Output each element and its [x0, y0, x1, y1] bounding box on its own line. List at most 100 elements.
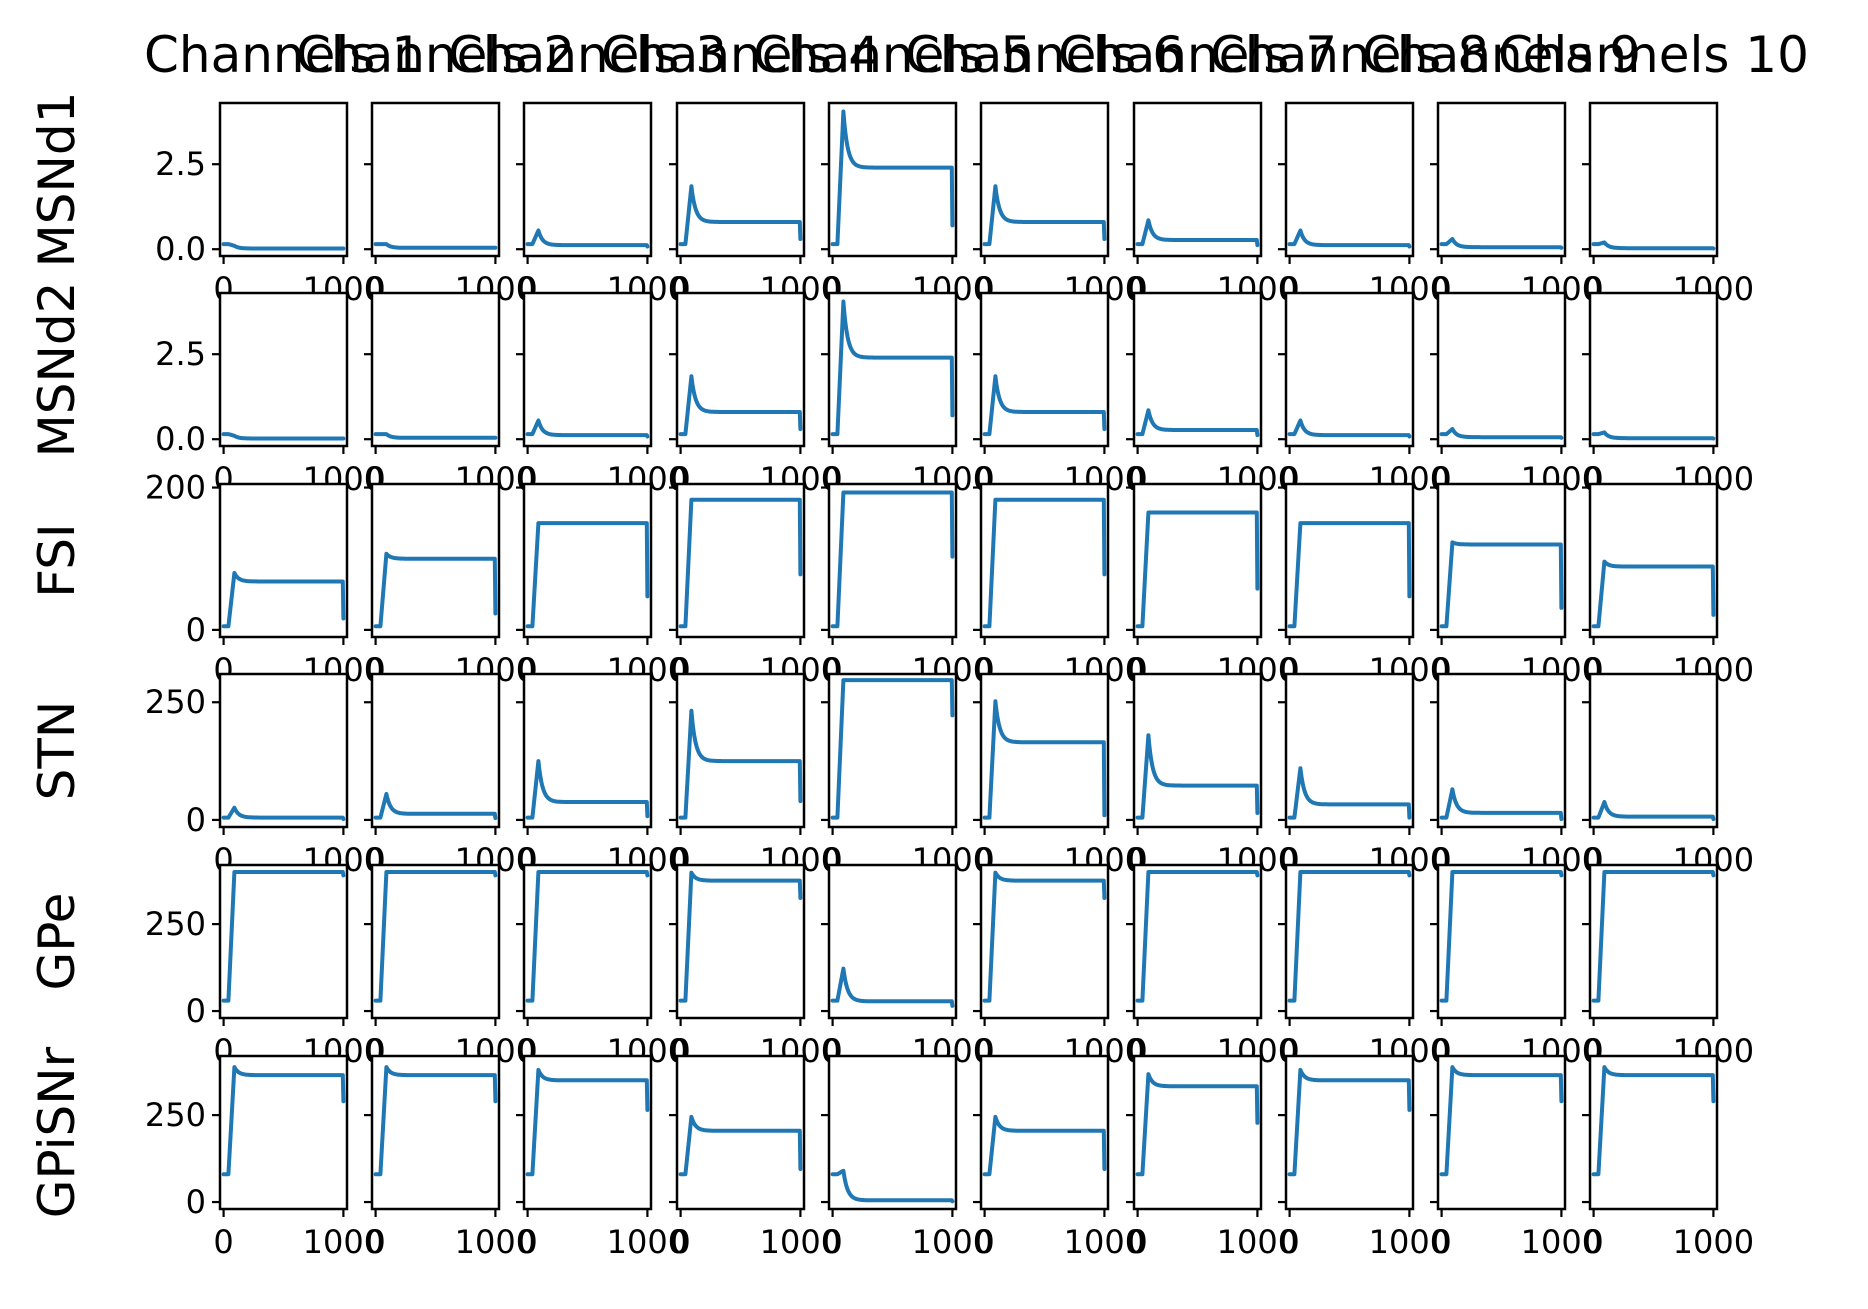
panel: 0 1000	[1278, 863, 1450, 1070]
panel-frame	[979, 482, 1110, 639]
series-line	[373, 551, 498, 629]
panel: 0 1000	[821, 863, 993, 1070]
series-line	[830, 490, 955, 629]
panel: 0 1000	[821, 672, 993, 879]
x-tick-label: 1000	[1369, 1223, 1450, 1261]
panel: 0 1000	[1582, 101, 1754, 308]
panel: 0 1000	[1126, 863, 1298, 1070]
panel-frame	[1436, 291, 1567, 448]
series-line	[1591, 430, 1716, 441]
panel-frame	[218, 863, 349, 1020]
panel: 0 1000	[516, 291, 688, 498]
panel: 0 1000	[516, 482, 688, 689]
series-line	[1287, 521, 1412, 629]
panel: 0 1000	[364, 482, 536, 689]
x-tick-label: 0	[1431, 1223, 1451, 1261]
panel: 0 1000	[821, 101, 993, 308]
series-line	[221, 432, 346, 441]
panel-frame	[1588, 482, 1719, 639]
panel-frame	[522, 291, 653, 448]
panel: 0 1000	[1278, 101, 1450, 308]
series-line	[1135, 218, 1260, 248]
panel-frame	[1588, 101, 1719, 258]
panel-frame	[1132, 482, 1263, 639]
series-line	[678, 497, 803, 629]
series-line	[1439, 787, 1564, 821]
panel-frame	[1132, 291, 1263, 448]
panel: 0 1000	[1582, 672, 1754, 879]
panel: 0 1000	[516, 1054, 688, 1261]
panel: 0 1000	[1278, 291, 1450, 498]
x-tick-label: 0	[213, 1223, 233, 1261]
series-line	[1591, 240, 1716, 251]
x-tick-label: 1000	[1064, 1223, 1145, 1261]
series-line	[982, 870, 1107, 1003]
panel-frame	[1132, 101, 1263, 258]
panel-frame	[1436, 1054, 1567, 1211]
panel: 0 1000	[516, 672, 688, 879]
y-tick-label: 0	[186, 611, 206, 649]
panel-frame	[1588, 291, 1719, 448]
x-tick-label: 0	[1583, 1223, 1603, 1261]
y-tick-label: 250	[145, 1096, 206, 1134]
series-line	[1287, 228, 1412, 249]
panel-frame	[1132, 863, 1263, 1020]
series-line	[373, 242, 498, 250]
column-title: Channels 8	[1210, 26, 1489, 84]
panel: 0 1000	[1126, 101, 1298, 308]
panel: 0 1000	[364, 1054, 536, 1261]
panel-frame	[1132, 1054, 1263, 1211]
series-line	[525, 870, 650, 1003]
panel-frame	[218, 1054, 349, 1211]
panel-frame	[1436, 482, 1567, 639]
series-line	[1591, 1065, 1716, 1177]
panel: 0 1000	[973, 482, 1145, 689]
y-tick-label: 250	[145, 905, 206, 943]
y-tick-label: 0	[186, 1183, 206, 1221]
panel-frame	[979, 101, 1110, 258]
panel-frame	[1284, 291, 1415, 448]
y-tick-label: 200	[145, 469, 206, 507]
panel-frame	[1436, 101, 1567, 258]
panel: 0 1000	[669, 101, 841, 308]
x-tick-label: 1000	[1217, 1223, 1298, 1261]
x-tick-label: 1000	[1521, 1223, 1602, 1261]
panel-frame	[979, 863, 1110, 1020]
panel: 0 1000	[516, 101, 688, 308]
panel: 0 1000	[1430, 482, 1602, 689]
x-tick-label: 0	[365, 1223, 385, 1261]
panel-frame	[675, 291, 806, 448]
panel: 0 1000	[1582, 863, 1754, 1070]
panel-frame	[979, 672, 1110, 829]
panel-frame	[1436, 863, 1567, 1020]
series-line	[982, 699, 1107, 820]
x-tick-label: 0	[974, 1223, 994, 1261]
panel-frame	[1588, 1054, 1719, 1211]
panel: 0 1000	[973, 863, 1145, 1070]
series-line	[1591, 559, 1716, 629]
panel-frame	[1436, 672, 1567, 829]
panel: 0 1000	[1126, 1054, 1298, 1261]
panel: 0 1000	[1278, 1054, 1450, 1261]
panel: 0 1000	[364, 101, 536, 308]
series-line	[525, 228, 650, 249]
panel-frame	[675, 482, 806, 639]
series-line	[373, 432, 498, 440]
series-line	[982, 374, 1107, 437]
series-line	[830, 109, 955, 247]
panel-frame	[218, 101, 349, 258]
column-title: Channels 2	[296, 26, 575, 84]
panel: 0 1000	[669, 482, 841, 689]
panel-frame	[827, 672, 958, 829]
column-title: Channels 10	[1498, 26, 1809, 84]
panel-frame	[1132, 672, 1263, 829]
series-line	[982, 184, 1107, 247]
panel-frame	[1284, 672, 1415, 829]
series-line	[1287, 418, 1412, 439]
series-line	[678, 184, 803, 247]
panel-frame	[522, 863, 653, 1020]
